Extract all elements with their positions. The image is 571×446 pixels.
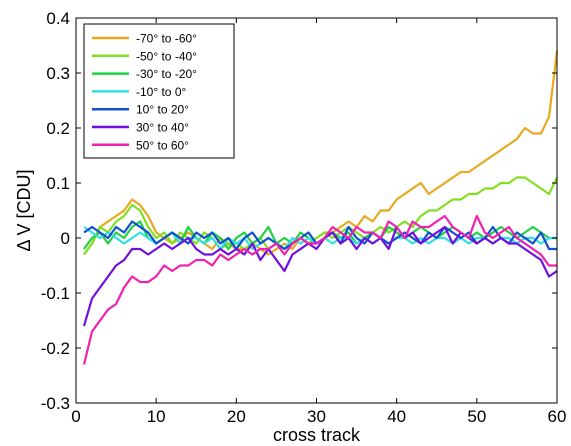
x-tick-label: 30 <box>307 407 326 426</box>
series-line-1 <box>83 176 558 256</box>
series-line-5 <box>82 225 558 327</box>
x-tick-label: 60 <box>548 407 567 426</box>
x-tick-label: 40 <box>387 407 406 426</box>
series-line-6 <box>82 214 557 365</box>
ticks-layer: 0 10 20 30 40 50 60 -0.3 -0.2 -0.1 0 0.1 0.2 0.3 0.4 <box>41 9 567 426</box>
y-tick-label: -0.3 <box>41 394 70 413</box>
x-tick-label: 0 <box>71 407 80 426</box>
legend-label-2: -30° to -20° <box>136 67 197 81</box>
y-tick-label: -0.1 <box>41 284 70 303</box>
legend-label-3: -10° to 0° <box>136 85 186 99</box>
y-axis-label: Δ V [CDU] <box>14 169 34 251</box>
legend-label-6: 50° to 60° <box>136 138 189 152</box>
legend: -70° to -60° -50° to -40° -30° to -20° -10°… <box>83 23 235 159</box>
y-tick-label: 0.3 <box>46 64 70 83</box>
y-tick-label: 0.2 <box>46 119 70 138</box>
y-tick-label: 0.4 <box>46 9 70 28</box>
legend-label-5: 30° to 40° <box>136 121 189 135</box>
legend-label-1: -50° to -40° <box>136 49 197 63</box>
series-layer <box>82 50 559 365</box>
x-tick-label: 20 <box>227 407 246 426</box>
x-tick-label: 50 <box>467 407 486 426</box>
legend-label-4: 10° to 20° <box>136 103 189 117</box>
y-tick-label: 0.1 <box>46 174 70 193</box>
legend-label-0: -70° to -60° <box>136 32 197 46</box>
y-tick-label: 0 <box>61 229 70 248</box>
x-axis-label: cross track <box>273 425 361 445</box>
y-tick-label: -0.2 <box>41 339 70 358</box>
x-tick-label: 10 <box>147 407 166 426</box>
